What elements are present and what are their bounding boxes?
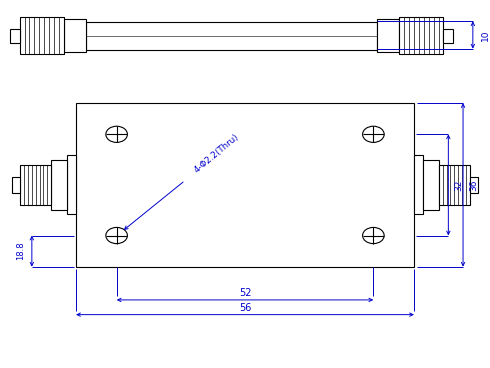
Text: 4-Φ2.2(Thru): 4-Φ2.2(Thru) <box>193 132 241 175</box>
Text: 32: 32 <box>455 179 464 191</box>
Bar <box>64 20 86 53</box>
Text: 56: 56 <box>239 303 251 313</box>
Bar <box>399 18 443 54</box>
Bar <box>51 160 67 210</box>
Bar <box>20 165 51 205</box>
Bar <box>12 177 20 193</box>
Bar <box>423 160 439 210</box>
Bar <box>443 29 453 43</box>
Bar <box>10 29 20 43</box>
Text: 10: 10 <box>481 29 490 41</box>
Bar <box>377 20 399 53</box>
Bar <box>439 165 470 205</box>
Bar <box>76 103 414 267</box>
Text: 18.8: 18.8 <box>17 242 25 261</box>
Bar <box>470 177 478 193</box>
Text: 36: 36 <box>469 179 478 191</box>
Bar <box>20 18 64 54</box>
Bar <box>86 22 377 50</box>
Bar <box>414 156 423 214</box>
Bar <box>67 156 76 214</box>
Text: 52: 52 <box>239 288 251 298</box>
